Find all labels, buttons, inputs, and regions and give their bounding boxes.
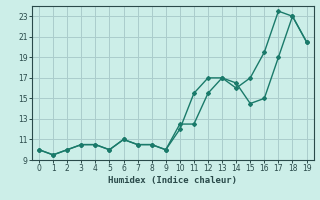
X-axis label: Humidex (Indice chaleur): Humidex (Indice chaleur) [108,176,237,185]
